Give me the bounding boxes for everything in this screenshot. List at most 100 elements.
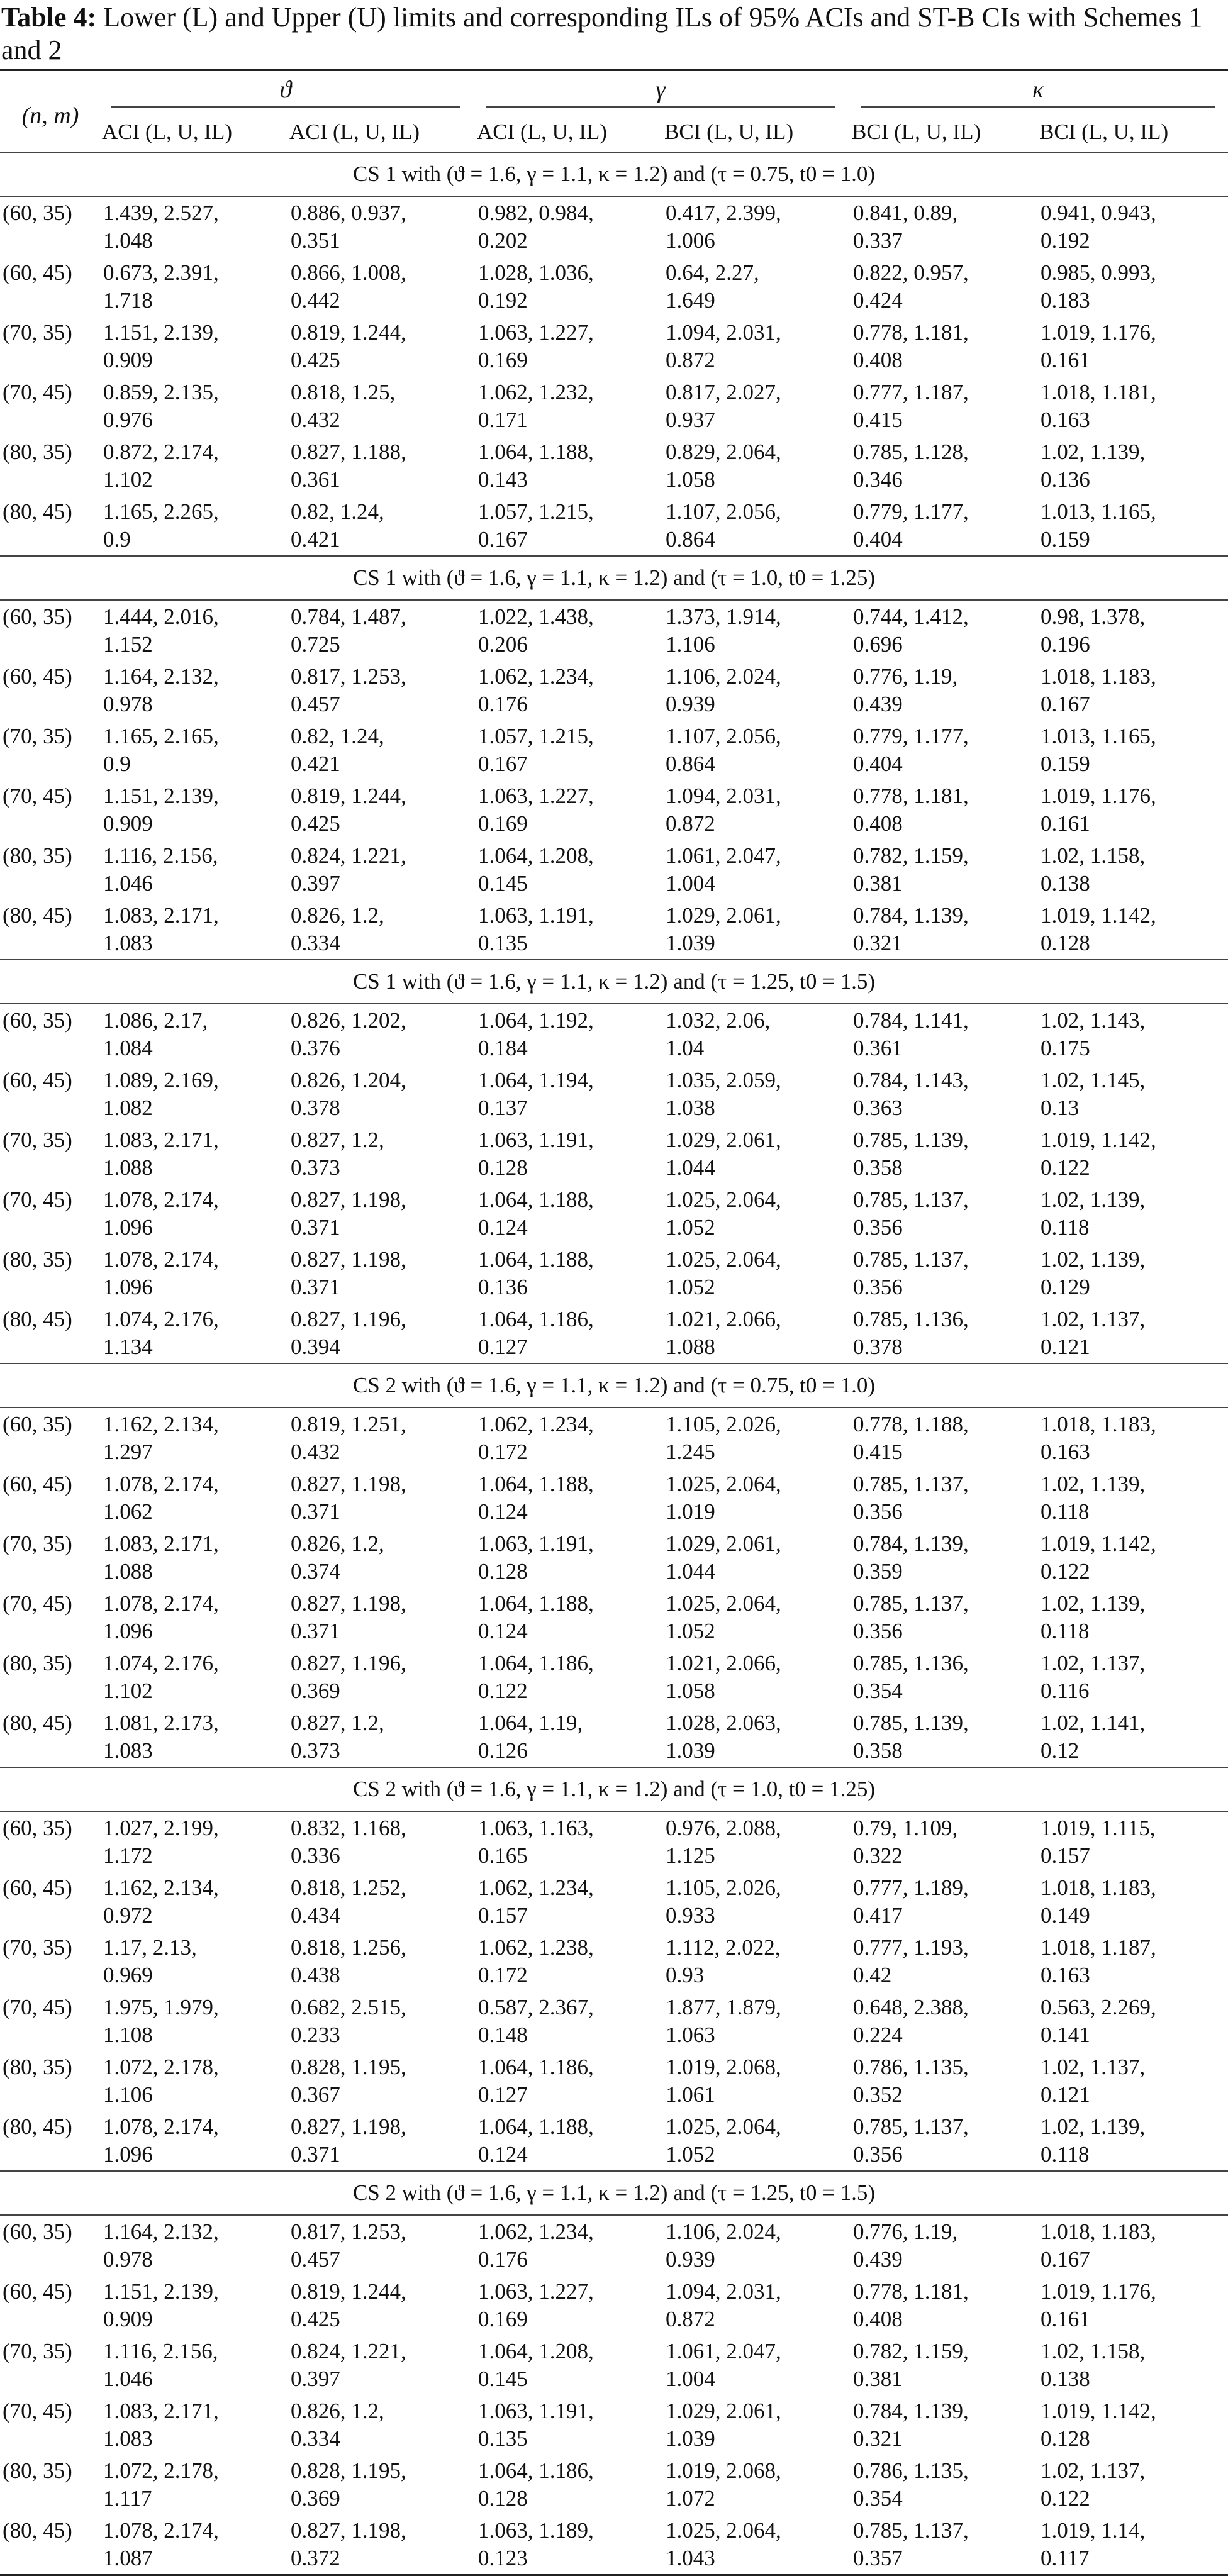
cell-limits: 1.164, 2.132, xyxy=(103,664,219,689)
table-row: (60, 45) 1.078, 2.174, 1.062 0.827, 1.198, 0… xyxy=(0,1468,1228,1528)
cell-limits: 1.019, 1.142, xyxy=(1041,903,1156,928)
cell-interval-length: 0.136 xyxy=(1041,467,1090,492)
table-cell: 0.778, 1.181, 0.408 xyxy=(848,316,1035,376)
table-cell: 0.817, 1.253, 0.457 xyxy=(286,660,473,720)
table-cell: 0.828, 1.195, 0.367 xyxy=(286,2051,473,2111)
cell-interval-length: 0.124 xyxy=(478,1499,528,1524)
cell-limits: 1.151, 2.139, xyxy=(103,784,219,808)
section-title: CS 1 with (ϑ = 1.6, γ = 1.1, κ = 1.2) an… xyxy=(0,959,1228,1004)
table-cell: 0.841, 0.89, 0.337 xyxy=(848,196,1035,257)
cell-interval-length: 0.369 xyxy=(291,1679,340,1703)
table-cell: 0.827, 1.188, 0.361 xyxy=(286,436,473,496)
cell-limits: 1.072, 2.178, xyxy=(103,2055,219,2079)
table-cell: 0.785, 1.136, 0.354 xyxy=(848,1647,1035,1707)
table-cell: 0.785, 1.136, 0.378 xyxy=(848,1303,1035,1363)
cell-limits: 1.019, 1.176, xyxy=(1041,320,1156,345)
cell-interval-length: 0.909 xyxy=(103,348,153,372)
table-cell: 1.064, 1.194, 0.137 xyxy=(473,1064,661,1124)
table-cell: 0.826, 1.2, 0.334 xyxy=(286,899,473,960)
cell-limits: 0.866, 1.008, xyxy=(291,260,406,285)
table-cell: 0.779, 1.177, 0.404 xyxy=(848,720,1035,780)
cell-limits: 1.094, 2.031, xyxy=(666,784,781,808)
cell-limits: 1.063, 1.227, xyxy=(478,320,594,345)
table-row: (80, 45) 1.165, 2.265, 0.9 0.82, 1.24, 0.421… xyxy=(0,496,1228,556)
cell-interval-length: 0.169 xyxy=(478,348,528,372)
cell-interval-length: 0.157 xyxy=(478,1903,528,1928)
cell-limits: 1.018, 1.183, xyxy=(1041,1412,1156,1436)
cell-interval-length: 0.163 xyxy=(1041,408,1090,432)
section-header: CS 1 with (ϑ = 1.6, γ = 1.1, κ = 1.2) an… xyxy=(0,959,1228,1004)
cell-interval-length: 1.048 xyxy=(103,228,153,253)
cell-limits: 0.819, 1.244, xyxy=(291,784,406,808)
cell-interval-length: 0.122 xyxy=(1041,2486,1090,2511)
table-row: (70, 45) 1.078, 2.174, 1.096 0.827, 1.198, 0… xyxy=(0,1184,1228,1243)
cell-limits: 1.018, 1.181, xyxy=(1041,380,1156,404)
cell-limits: 1.975, 1.979, xyxy=(103,1995,219,2019)
row-nm: (80, 35) xyxy=(3,440,72,464)
table-cell: 1.021, 2.066, 1.058 xyxy=(661,1647,848,1707)
cell-limits: 1.094, 2.031, xyxy=(666,2279,781,2304)
cell-limits: 1.019, 1.142, xyxy=(1041,1531,1156,1556)
row-nm: (80, 45) xyxy=(3,499,72,524)
cell-interval-length: 0.13 xyxy=(1041,1096,1080,1120)
table-row: (80, 35) 0.872, 2.174, 1.102 0.827, 1.188, 0… xyxy=(0,436,1228,496)
cell-interval-length: 0.122 xyxy=(478,1679,528,1703)
row-nm: (70, 35) xyxy=(3,2339,72,2363)
table-cell: 0.819, 1.251, 0.432 xyxy=(286,1407,473,1468)
row-nm: (80, 35) xyxy=(3,2458,72,2483)
table-cell: 0.872, 2.174, 1.102 xyxy=(98,436,286,496)
table-cell: 1.062, 1.234, 0.176 xyxy=(473,660,661,720)
table-row: (60, 45) 1.089, 2.169, 1.082 0.826, 1.204, 0… xyxy=(0,1064,1228,1124)
cell-interval-length: 0.161 xyxy=(1041,348,1090,372)
cell-limits: 1.078, 2.174, xyxy=(103,1187,219,1212)
cell-interval-length: 0.378 xyxy=(291,1096,340,1120)
cell-interval-length: 0.356 xyxy=(853,1215,903,1240)
cell-limits: 1.165, 2.265, xyxy=(103,499,219,524)
table-cell: 1.064, 1.186, 0.127 xyxy=(473,2051,661,2111)
cell-limits: 1.02, 1.158, xyxy=(1041,2339,1146,2363)
cell-limits: 1.013, 1.165, xyxy=(1041,499,1156,524)
cell-interval-length: 0.159 xyxy=(1041,752,1090,776)
cell-limits: 1.106, 2.024, xyxy=(666,664,781,689)
cell-interval-length: 0.408 xyxy=(853,2307,903,2331)
table-cell: 1.025, 2.064, 1.052 xyxy=(661,1184,848,1243)
table-cell: 1.063, 1.191, 0.128 xyxy=(473,1528,661,1587)
cell-interval-length: 0.371 xyxy=(291,2142,340,2167)
table-cell: 1.019, 2.068, 1.072 xyxy=(661,2455,848,2514)
table-cell: 1.062, 1.232, 0.171 xyxy=(473,376,661,436)
cell-limits: 1.019, 1.14, xyxy=(1041,2518,1146,2543)
table-cell: 1.022, 1.438, 0.206 xyxy=(473,600,661,660)
table-cell: 1.018, 1.181, 0.163 xyxy=(1035,376,1228,436)
table-cell: 1.064, 1.188, 0.136 xyxy=(473,1243,661,1303)
cell-interval-length: 1.084 xyxy=(103,1036,153,1060)
cell-limits: 1.029, 2.061, xyxy=(666,1128,781,1152)
cell-interval-length: 0.176 xyxy=(478,2247,528,2272)
cell-interval-length: 0.367 xyxy=(291,2082,340,2107)
table-body: CS 1 with (ϑ = 1.6, γ = 1.1, κ = 1.2) an… xyxy=(0,152,1228,2576)
cell-interval-length: 0.424 xyxy=(853,288,903,313)
table-cell: 0.784, 1.139, 0.359 xyxy=(848,1528,1035,1587)
cell-limits: 0.826, 1.202, xyxy=(291,1008,406,1033)
cell-limits: 1.019, 2.068, xyxy=(666,2458,781,2483)
cell-limits: 1.02, 1.139, xyxy=(1041,1591,1146,1616)
cell-limits: 1.02, 1.139, xyxy=(1041,2114,1146,2139)
cell-limits: 1.029, 2.061, xyxy=(666,903,781,928)
table-cell: 1.02, 1.143, 0.175 xyxy=(1035,1004,1228,1064)
table-cell: 0.822, 0.957, 0.424 xyxy=(848,257,1035,316)
cell-interval-length: 0.171 xyxy=(478,408,528,432)
cell-limits: 0.777, 1.187, xyxy=(853,380,969,404)
row-nm: (60, 35) xyxy=(3,1008,72,1033)
table-cell: 0.64, 2.27, 1.649 xyxy=(661,257,848,316)
cell-interval-length: 1.083 xyxy=(103,2426,153,2451)
cell-interval-length: 0.202 xyxy=(478,228,528,253)
cell-limits: 0.832, 1.168, xyxy=(291,1816,406,1840)
cell-limits: 1.064, 1.186, xyxy=(478,2055,594,2079)
table-caption: Table 4: Lower (L) and Upper (U) limits … xyxy=(1,1,1222,67)
cell-limits: 0.985, 0.993, xyxy=(1041,260,1156,285)
cell-interval-length: 1.019 xyxy=(666,1499,715,1524)
table-cell: 1.018, 1.183, 0.149 xyxy=(1035,1872,1228,1931)
table-cell: 0.785, 1.137, 0.356 xyxy=(848,1184,1035,1243)
cell-limits: 0.826, 1.2, xyxy=(291,1531,384,1556)
cell-limits: 0.64, 2.27, xyxy=(666,260,759,285)
table-row: (80, 45) 1.083, 2.171, 1.083 0.826, 1.2, 0.3… xyxy=(0,899,1228,960)
